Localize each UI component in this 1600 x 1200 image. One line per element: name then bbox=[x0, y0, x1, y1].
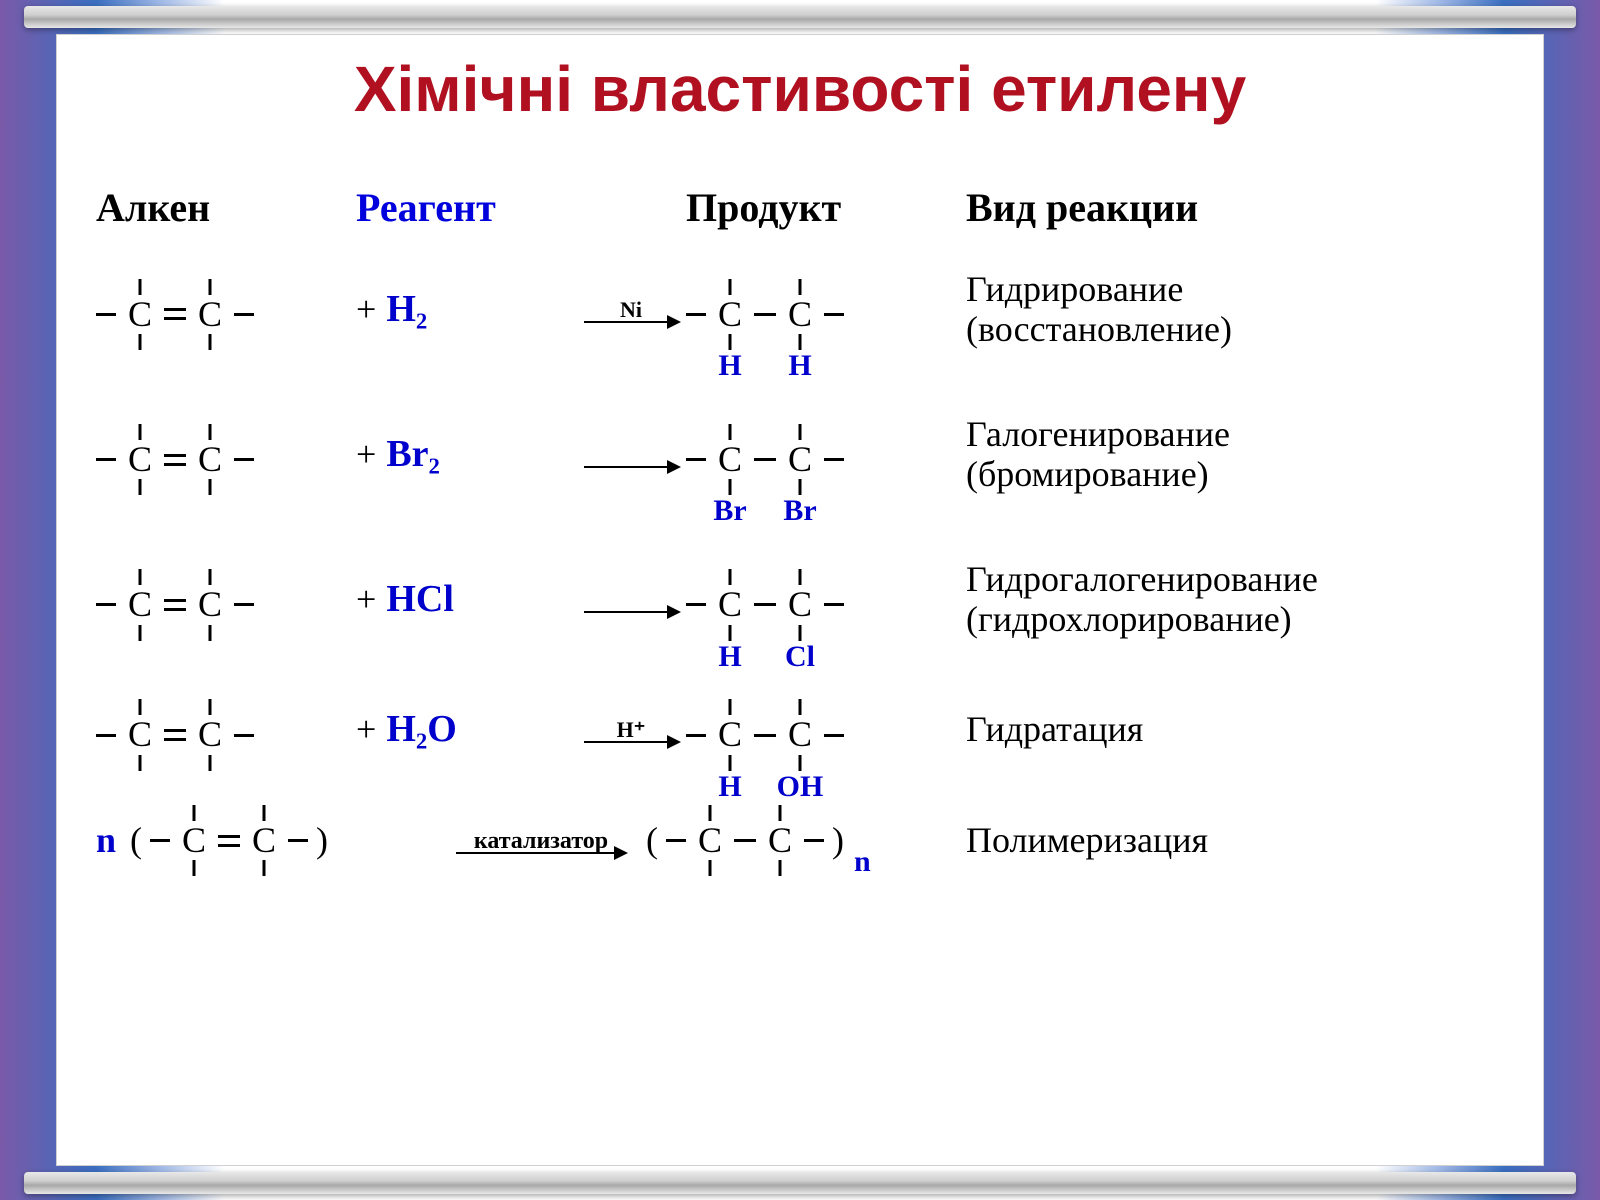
reaction-arrow: Ni bbox=[576, 297, 686, 323]
col-alkene: Алкен bbox=[96, 186, 356, 230]
reagent: +HCl bbox=[356, 579, 576, 621]
reaction-row: C C +HCl CH CCl bbox=[96, 560, 1504, 639]
reaction-name: Гидрогалогенирование (гидрохлорирование) bbox=[966, 560, 1504, 639]
col-reagent: Реагент bbox=[356, 186, 576, 230]
reaction-arrow: катализатор bbox=[436, 828, 646, 854]
reaction-row: C C +H₂O H⁺ CH COH bbox=[96, 706, 1504, 755]
bottom-bar bbox=[24, 1172, 1576, 1194]
reaction-arrow bbox=[576, 587, 686, 613]
alkene-structure: C C bbox=[96, 430, 356, 479]
top-bar bbox=[24, 6, 1576, 28]
product-structure: CH COH bbox=[686, 706, 966, 755]
reagent: +H₂O bbox=[356, 709, 576, 751]
polymerization-row: n ( C C ) катализатор ( C bbox=[96, 821, 1504, 861]
monomer-structure: n ( C C ) bbox=[96, 821, 436, 861]
reagent: +Br₂ bbox=[356, 434, 576, 476]
reaction-name: Полимеризация bbox=[966, 821, 1504, 861]
alkene-structure: C C bbox=[96, 285, 356, 334]
slide-body: Хімічні властивості етилену Алкен Реаген… bbox=[56, 34, 1544, 1166]
col-product: Продукт bbox=[686, 186, 966, 230]
polymer-structure: ( C C ) n bbox=[646, 821, 966, 861]
reaction-arrow: H⁺ bbox=[576, 717, 686, 743]
table-header-row: Алкен Реагент Продукт Вид реакции bbox=[96, 186, 1504, 230]
reaction-row: C C +Br₂ CBr CBr bbox=[96, 415, 1504, 494]
reagent: +H₂ bbox=[356, 289, 576, 331]
product-structure: CBr CBr bbox=[686, 430, 966, 479]
product-structure: CH CH bbox=[686, 285, 966, 334]
col-type: Вид реакции bbox=[966, 186, 1504, 230]
reaction-name: Гидратация bbox=[966, 710, 1504, 750]
slide-frame: Хімічні властивості етилену Алкен Реаген… bbox=[0, 0, 1600, 1200]
alkene-structure: C C bbox=[96, 706, 356, 755]
reaction-arrow bbox=[576, 442, 686, 468]
product-structure: CH CCl bbox=[686, 575, 966, 624]
slide-title: Хімічні властивості етилену bbox=[96, 52, 1504, 126]
reaction-row: C C +H₂ Ni CH CH bbox=[96, 270, 1504, 349]
reaction-name: Гидрирование (восстановление) bbox=[966, 270, 1504, 349]
reaction-name: Галогенирование (бромирование) bbox=[966, 415, 1504, 494]
alkene-structure: C C bbox=[96, 575, 356, 624]
